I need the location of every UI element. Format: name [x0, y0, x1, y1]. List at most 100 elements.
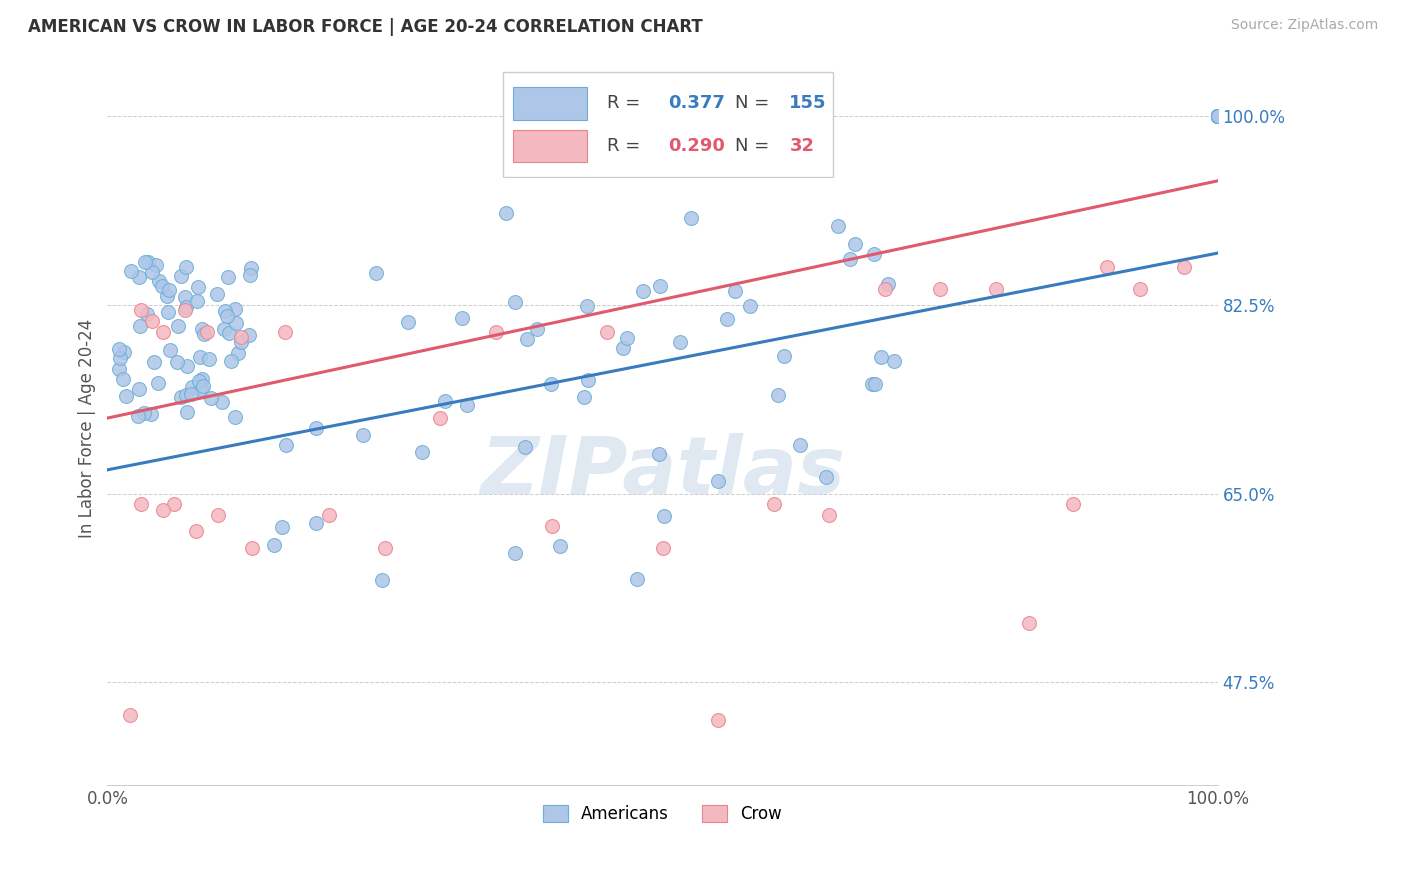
Point	[1206, 109, 1229, 123]
Point	[1206, 109, 1229, 123]
Point	[186, 524, 208, 539]
Point	[364, 266, 387, 280]
Point	[827, 219, 849, 234]
Point	[526, 322, 548, 336]
Point	[1206, 109, 1229, 123]
Point	[176, 405, 198, 419]
Point	[1206, 109, 1229, 123]
Point	[1018, 615, 1040, 630]
Point	[128, 409, 150, 423]
Point	[651, 541, 673, 555]
Point	[863, 376, 886, 391]
Point	[207, 508, 229, 523]
Point	[1206, 109, 1229, 123]
Point	[648, 447, 671, 461]
Point	[217, 269, 239, 284]
Point	[870, 351, 893, 365]
Point	[1206, 109, 1229, 123]
Point	[1206, 109, 1229, 123]
Point	[1206, 109, 1229, 123]
Point	[1206, 109, 1229, 123]
Text: Source: ZipAtlas.com: Source: ZipAtlas.com	[1230, 18, 1378, 32]
Point	[193, 379, 215, 393]
Point	[174, 260, 197, 274]
Text: 155: 155	[789, 95, 827, 112]
Point	[513, 440, 536, 454]
Point	[1206, 109, 1229, 123]
Point	[229, 330, 252, 344]
Point	[1206, 109, 1229, 123]
Point	[1206, 109, 1229, 123]
Point	[681, 211, 703, 225]
Point	[157, 283, 180, 297]
Point	[108, 342, 131, 356]
Point	[141, 314, 163, 328]
Point	[173, 289, 195, 303]
Point	[516, 332, 538, 346]
Text: 0.377: 0.377	[668, 95, 724, 112]
Point	[148, 376, 170, 391]
Point	[159, 343, 181, 358]
Point	[929, 282, 952, 296]
Point	[1173, 260, 1195, 274]
Text: N =: N =	[735, 137, 769, 155]
Point	[789, 438, 811, 452]
Point	[1206, 109, 1229, 123]
Point	[169, 269, 191, 284]
Point	[120, 264, 142, 278]
Point	[186, 293, 208, 308]
Point	[195, 325, 218, 339]
Text: 0.290: 0.290	[668, 137, 724, 155]
Point	[191, 322, 214, 336]
Point	[225, 316, 247, 330]
Point	[176, 359, 198, 373]
Point	[631, 285, 654, 299]
Point	[156, 289, 179, 303]
Point	[221, 353, 243, 368]
Point	[1206, 109, 1229, 123]
Point	[170, 390, 193, 404]
Point	[1206, 109, 1229, 123]
Point	[200, 391, 222, 405]
Point	[1206, 109, 1229, 123]
Point	[540, 377, 562, 392]
Point	[134, 254, 156, 268]
Point	[1206, 109, 1229, 123]
Point	[707, 475, 730, 489]
Point	[1206, 109, 1229, 123]
Bar	[513, 87, 586, 120]
Point	[860, 377, 883, 392]
Point	[143, 355, 166, 369]
Point	[1206, 109, 1229, 123]
Point	[371, 573, 394, 587]
Point	[304, 421, 326, 435]
Point	[207, 287, 229, 301]
Point	[239, 268, 262, 282]
Point	[193, 327, 215, 342]
Point	[433, 394, 456, 409]
Point	[212, 322, 235, 336]
Point	[129, 497, 152, 511]
Point	[738, 299, 761, 313]
Y-axis label: In Labor Force | Age 20-24: In Labor Force | Age 20-24	[79, 319, 96, 539]
Point	[616, 331, 638, 345]
Bar	[513, 130, 586, 162]
Point	[1206, 109, 1229, 123]
Point	[152, 325, 174, 339]
Point	[1206, 109, 1229, 123]
Point	[152, 502, 174, 516]
Point	[883, 353, 905, 368]
Point	[118, 707, 141, 722]
Point	[984, 282, 1007, 296]
Point	[1206, 109, 1229, 123]
Point	[217, 310, 239, 324]
Point	[174, 303, 197, 318]
Point	[548, 539, 571, 553]
Point	[818, 508, 841, 523]
Point	[626, 572, 648, 586]
Point	[1206, 109, 1229, 123]
Point	[156, 304, 179, 318]
Point	[766, 388, 789, 402]
Point	[141, 265, 163, 279]
Point	[136, 307, 159, 321]
